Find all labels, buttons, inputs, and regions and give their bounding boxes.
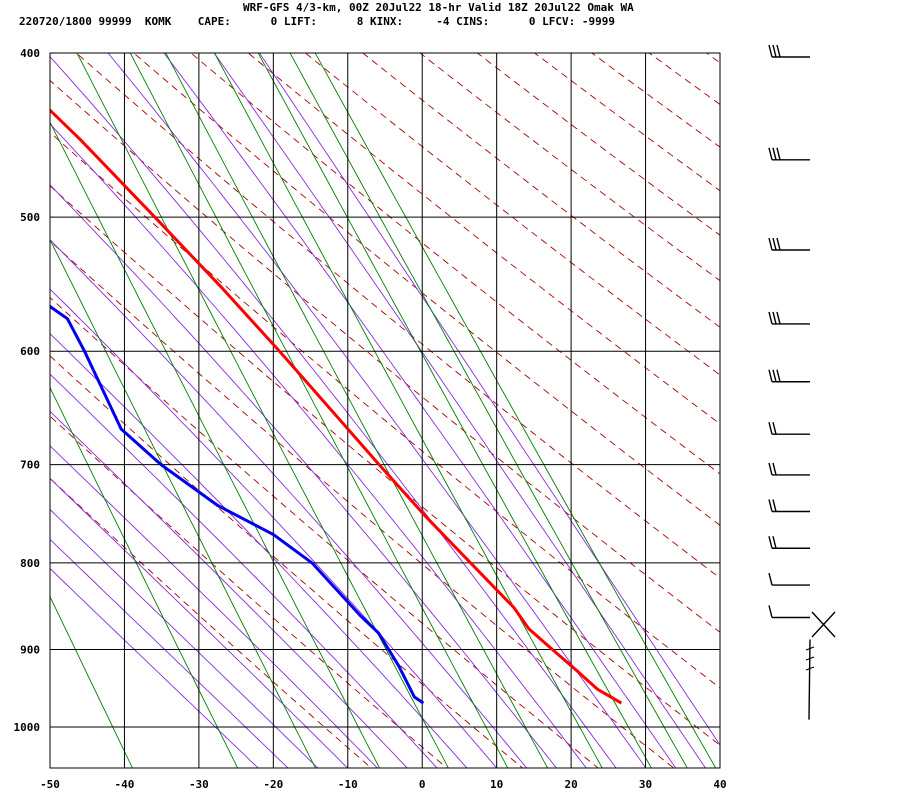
- wind-barb: [768, 536, 810, 549]
- dry-adiabat: [476, 53, 720, 236]
- mixing-ratio-line: [50, 386, 239, 768]
- wind-barb: [768, 369, 810, 383]
- y-tick-label: 700: [20, 459, 40, 472]
- dry-adiabat: [648, 53, 720, 106]
- moist-adiabat: [50, 55, 617, 768]
- moist-adiabat: [213, 53, 707, 768]
- thermo-background-lines: [50, 15, 900, 770]
- dry-adiabat: [304, 53, 720, 376]
- surface-wind-barbs: [805, 611, 836, 720]
- moist-adiabat: [50, 184, 557, 768]
- wind-barbs: [768, 44, 836, 720]
- wind-barb: [768, 44, 810, 58]
- x-tick-label: -10: [338, 778, 358, 791]
- moist-adiabat: [50, 477, 349, 768]
- x-tick-label: -50: [40, 778, 60, 791]
- y-tick-label: 800: [20, 557, 40, 570]
- wind-barb: [768, 605, 810, 619]
- moist-adiabat: [50, 373, 438, 768]
- mixing-ratio-line: [76, 53, 449, 768]
- wind-barb: [768, 237, 810, 251]
- moist-adiabat: [50, 332, 468, 768]
- mixing-ratio-line: [165, 53, 549, 768]
- dry-adiabat: [50, 240, 675, 768]
- dry-adiabat: [133, 53, 720, 526]
- moist-adiabat: [50, 288, 498, 768]
- wind-barb: [768, 147, 810, 161]
- dry-adiabat: [362, 53, 720, 328]
- x-tick-label: 10: [490, 778, 503, 791]
- dry-adiabat: [591, 53, 720, 148]
- x-tick-label: 30: [639, 778, 652, 791]
- y-tick-label: 600: [20, 345, 40, 358]
- x-tick-label: 0: [419, 778, 426, 791]
- dry-adiabat: [50, 415, 448, 768]
- moist-adiabat: [50, 239, 528, 768]
- moist-adiabat: [50, 410, 408, 768]
- moist-adiabat: [107, 53, 647, 768]
- moist-adiabat: [163, 53, 677, 768]
- moist-adiabat: [50, 445, 378, 768]
- dry-adiabat: [190, 53, 720, 475]
- y-tick-labels: 400 500 600 700 800 900 1000: [14, 47, 41, 734]
- x-tick-label: -20: [263, 778, 283, 791]
- dry-adiabat: [50, 79, 720, 633]
- moist-adiabat: [50, 538, 289, 768]
- mixing-ratio-line: [257, 53, 652, 768]
- mixing-ratio-line: [129, 53, 509, 768]
- mixing-ratio-line: [50, 595, 133, 768]
- temperature-line: [50, 108, 623, 705]
- dry-adiabat: [419, 53, 720, 282]
- x-tick-label: -40: [115, 778, 135, 791]
- y-tick-label: 500: [20, 211, 40, 224]
- x-tick-label: -30: [189, 778, 209, 791]
- dry-adiabat: [50, 355, 524, 768]
- mixing-ratio-line: [50, 238, 316, 768]
- wind-barb: [768, 499, 810, 513]
- dry-adiabat: [767, 15, 900, 770]
- dry-adiabat: [824, 15, 900, 770]
- mixing-ratio-line: [50, 121, 381, 768]
- x-tick-labels: -50 -40 -30 -20 -10 0 10 20 30 40: [40, 778, 727, 791]
- x-tick-label: 40: [713, 778, 726, 791]
- plot-frame: [49, 52, 721, 769]
- y-tick-label: 900: [20, 643, 40, 656]
- sounding-parameters: 220720/1800 99999 KOMK CAPE: 0 LIFT: 8 K…: [19, 15, 616, 28]
- moist-adiabat: [258, 53, 720, 746]
- moist-adiabat: [50, 508, 319, 768]
- mixing-ratio-line: [213, 53, 603, 768]
- dry-adiabat: [711, 15, 900, 770]
- dewpoint-line: [50, 304, 425, 705]
- y-tick-label: 400: [20, 47, 40, 60]
- dry-adiabat: [705, 53, 720, 64]
- wind-barb: [768, 462, 810, 476]
- mixing-ratio-line: [314, 53, 717, 768]
- moist-adiabat: [50, 123, 587, 768]
- grid: [50, 53, 720, 768]
- mixing-ratio-line: [289, 53, 688, 768]
- y-tick-label: 1000: [14, 721, 41, 734]
- wind-barb: [768, 422, 810, 435]
- dry-adiabat: [247, 53, 720, 425]
- moist-adiabat: [50, 567, 259, 768]
- x-tick-label: 20: [564, 778, 577, 791]
- profile-series: [50, 108, 623, 705]
- dry-adiabat: [75, 53, 720, 579]
- wind-barb: [768, 311, 810, 325]
- chart-title: WRF-GFS 4/3-km, 00Z 20Jul22 18-hr Valid …: [243, 1, 634, 14]
- wind-barb: [768, 572, 810, 586]
